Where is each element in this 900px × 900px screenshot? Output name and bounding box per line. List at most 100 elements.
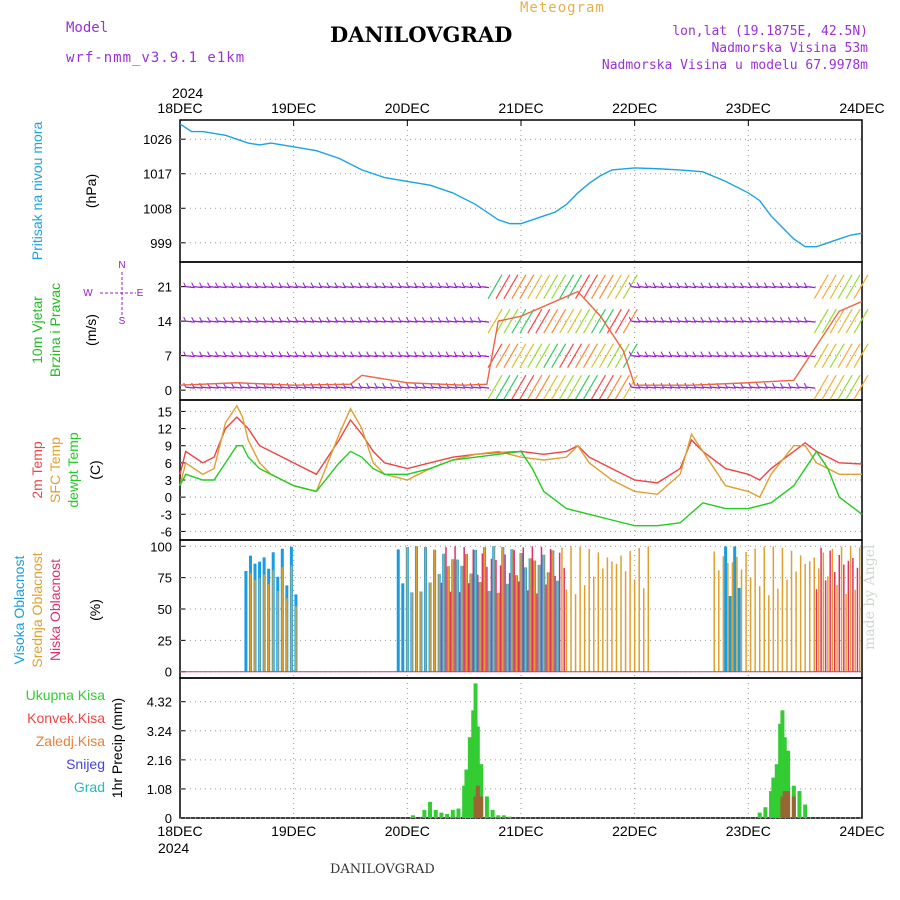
wind-barb [416, 386, 426, 389]
wind-barb [448, 386, 458, 389]
wind-barb [726, 386, 736, 389]
wind-barb [813, 308, 829, 334]
wind-barb [718, 386, 728, 389]
wind-barb-tick [445, 351, 449, 356]
wind-barb [582, 343, 599, 368]
wind-barb [320, 285, 331, 289]
model-label: Model [66, 20, 109, 36]
wind-barb [336, 320, 346, 323]
wind-barb [448, 285, 458, 289]
wind-barb [456, 354, 466, 358]
precip-bar [780, 710, 785, 818]
wind-barb-tick [191, 351, 195, 356]
wind-barb [590, 274, 606, 299]
cloud-ylabel-high: Visoka Oblacnost [11, 556, 27, 665]
wind-barb [392, 285, 402, 289]
wind-barb [217, 354, 227, 358]
wind-barb-tick [795, 382, 799, 388]
wind-barb-tick [779, 382, 783, 388]
wind-barb-tick [628, 282, 632, 287]
wind-barb [257, 285, 267, 289]
y-tick-label: 21 [158, 280, 172, 295]
x-tick-bottom: 22DEC [612, 823, 657, 839]
wind-barb [639, 320, 649, 323]
wind-barb [559, 343, 575, 368]
wind-barb-tick [207, 316, 211, 322]
wind-barb-tick [413, 282, 417, 287]
wind-barb-tick [374, 282, 378, 287]
wind-barb-tick [183, 316, 187, 322]
wind-barb [185, 320, 195, 323]
wind-barb-tick [636, 351, 640, 356]
wind-barb-tick [215, 316, 218, 322]
wind-barb [829, 374, 845, 400]
precip-bar [757, 812, 762, 818]
wind-barb-tick [700, 351, 704, 356]
wind-barb [567, 308, 583, 334]
wind-barb-tick [772, 382, 775, 388]
wind-barb [304, 354, 315, 358]
wind-barb-tick [390, 382, 394, 388]
precip-bar [507, 816, 512, 818]
wind-barb-tick [628, 382, 632, 388]
wind-barb-tick [270, 351, 274, 356]
wind-barb [360, 354, 370, 358]
wind-barb [424, 354, 434, 358]
wind-barb [535, 343, 551, 368]
wind-barb [209, 320, 219, 323]
wind-barb-tick [756, 382, 760, 388]
wind-barb [511, 308, 527, 334]
wind-barb [670, 354, 681, 358]
wind-barb-tick [398, 316, 401, 322]
wind-barb [464, 354, 474, 358]
wind-barb [344, 285, 354, 289]
wind-barb [273, 320, 283, 323]
wind-barb [806, 386, 816, 389]
wind-barb-tick [803, 351, 807, 356]
wind-barb [686, 285, 697, 289]
wind-ylabel-2: Brzina i Pravac [47, 283, 63, 377]
y-tick-label: 4.32 [147, 695, 172, 710]
wind-barb [590, 374, 606, 400]
wind-barb [312, 285, 323, 289]
wind-barb [225, 386, 235, 389]
wind-barb [655, 285, 665, 289]
wind-barb-tick [700, 282, 704, 287]
wind-barb-tick [803, 282, 807, 287]
wind-barb-tick [318, 351, 322, 356]
wind-barb-tick [215, 351, 218, 356]
wind-barb [265, 354, 275, 358]
wind-barb [614, 374, 630, 400]
wind-barb-tick [716, 282, 720, 287]
wind-barb-tick [350, 316, 354, 322]
wind-barb [551, 274, 567, 299]
wind-barb-tick [700, 316, 704, 322]
wind-barb [392, 320, 402, 323]
wind-barb [766, 285, 776, 289]
wind-barb [702, 285, 712, 289]
precip-bar [479, 764, 484, 818]
wind-barb-tick [199, 282, 203, 287]
wind-barb [392, 386, 402, 389]
wind-barb [821, 274, 837, 299]
y-tick-label: 1017 [143, 167, 172, 182]
wind-barb-tick [374, 316, 378, 322]
wind-barb [440, 285, 450, 289]
wind-barb-tick [223, 282, 226, 287]
wind-barb-tick [286, 316, 290, 322]
wind-barb [360, 285, 370, 289]
wind-barb-tick [374, 351, 378, 356]
wind-barb-tick [390, 282, 394, 287]
wind-barb [328, 320, 338, 323]
temp-ylabel-dew: dewpt Temp [65, 432, 81, 507]
wind-barb-tick [286, 351, 290, 356]
wind-barb-tick [302, 351, 306, 356]
wind-barb-tick [748, 351, 752, 356]
pressure-ylabel: Pritisak na nivou mora [29, 122, 45, 261]
wind-barb [249, 386, 259, 389]
station-title: DANILOVGRAD [330, 22, 513, 47]
wind-barb [622, 374, 638, 400]
wind-barb-tick [668, 282, 672, 287]
wind-barb [559, 374, 575, 400]
precip-bar [471, 710, 476, 818]
